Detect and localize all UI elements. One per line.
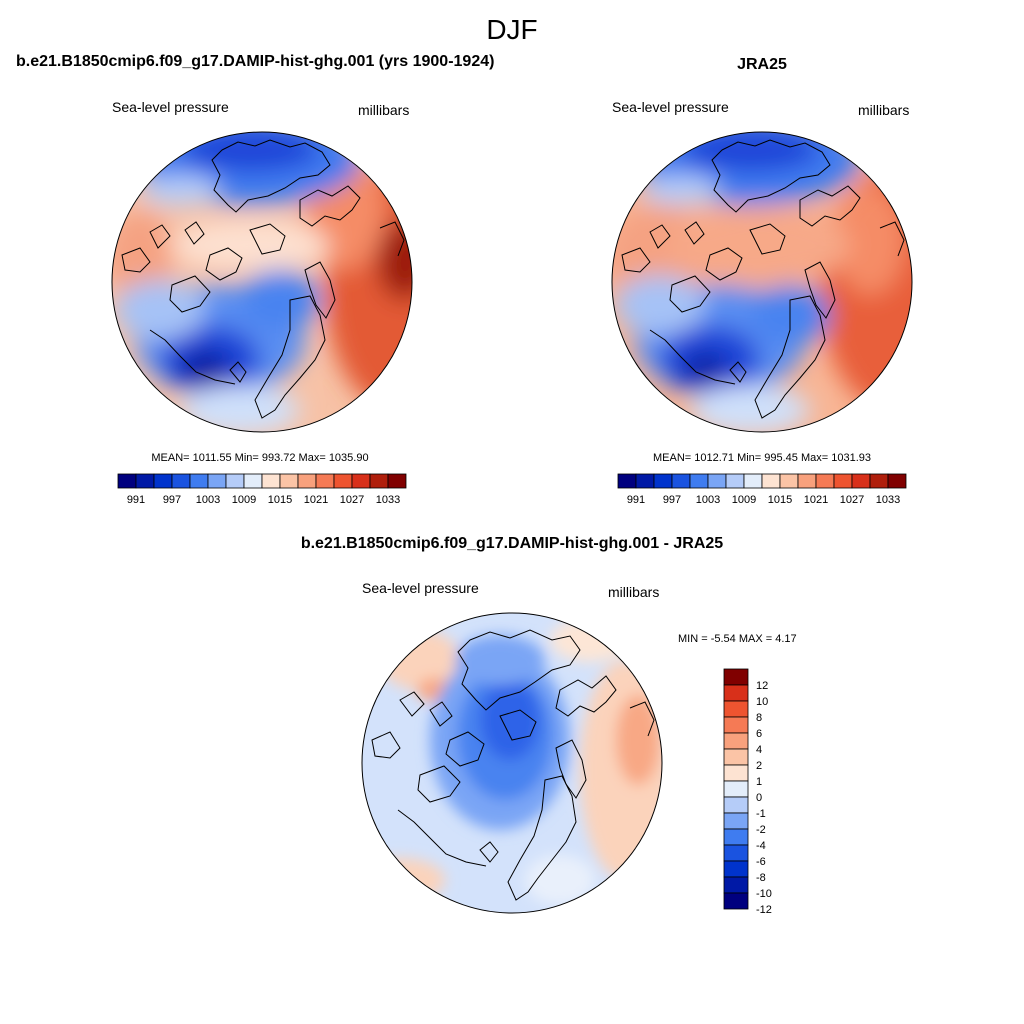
panel-1-units: millibars — [358, 102, 410, 118]
colorbar-swatch — [723, 716, 749, 734]
colorbar-tick-label: -10 — [756, 888, 772, 900]
colorbar-swatch — [723, 892, 749, 910]
colorbar-tick-label: 1027 — [840, 494, 864, 506]
figure-title: DJF — [486, 14, 538, 45]
colorbar-tick-label: 1003 — [696, 494, 720, 506]
colorbar-swatch — [815, 473, 835, 489]
colorbar-tick-label: 4 — [756, 744, 762, 756]
colorbar-tick-label: 8 — [756, 712, 762, 724]
colorbar-tick-label: 1027 — [340, 494, 364, 506]
colorbar-swatch — [723, 668, 749, 686]
colorbar-swatch — [797, 473, 817, 489]
colorbar-swatch — [369, 473, 389, 489]
panel-1-title: b.e21.B1850cmip6.f09_g17.DAMIP-hist-ghg.… — [16, 53, 495, 70]
colorbar-swatch — [723, 764, 749, 782]
colorbar-swatch — [333, 473, 353, 489]
colorbar-swatch — [723, 812, 749, 830]
colorbar-swatch — [723, 748, 749, 766]
colorbar-swatch — [723, 844, 749, 862]
colorbar-swatch — [171, 473, 191, 489]
colorbar-tick-label: -12 — [756, 904, 772, 916]
colorbar-tick-label: -2 — [756, 824, 766, 836]
colorbar-swatch — [387, 473, 407, 489]
panel-2-variable: Sea-level pressure — [612, 99, 729, 115]
panel-2-title: JRA25 — [737, 56, 787, 73]
colorbar-swatch — [887, 473, 907, 489]
colorbar-swatch — [869, 473, 889, 489]
colorbar-swatch — [723, 684, 749, 702]
colorbar-tick-label: 6 — [756, 728, 762, 740]
colorbar-swatch — [297, 473, 317, 489]
panel-1-colorbar: 991 997 1003 1009 1015 1021 1027 1033 — [117, 473, 407, 506]
panel-3-title: b.e21.B1850cmip6.f09_g17.DAMIP-hist-ghg.… — [300, 535, 724, 552]
panel-3-map — [361, 612, 663, 914]
colorbar-swatch — [243, 473, 263, 489]
colorbar-swatch — [635, 473, 655, 489]
colorbar-swatch — [723, 700, 749, 718]
colorbar-tick-label: 12 — [756, 680, 768, 692]
colorbar-swatch — [723, 860, 749, 878]
colorbar-tick-label: 1 — [756, 776, 762, 788]
colorbar-tick-label: 1015 — [268, 494, 292, 506]
panel-2-stats: MEAN= 1012.71 Min= 995.45 Max= 1031.93 — [652, 452, 871, 464]
colorbar-swatch — [833, 473, 853, 489]
colorbar-tick-label: -8 — [756, 872, 766, 884]
colorbar-swatch — [723, 796, 749, 814]
colorbar-swatch — [261, 473, 281, 489]
colorbar-tick-label: 1033 — [876, 494, 900, 506]
colorbar-swatch — [723, 732, 749, 750]
colorbar-swatch — [117, 473, 137, 489]
colorbar-swatch — [689, 473, 709, 489]
panel-2-colorbar: 991 997 1003 1009 1015 1021 1027 1033 — [617, 473, 907, 506]
panel-3-stats: MIN = -5.54 MAX = 4.17 — [678, 633, 797, 645]
colorbar-swatch — [761, 473, 781, 489]
colorbar-tick-label: 1003 — [196, 494, 220, 506]
colorbar-swatch — [207, 473, 227, 489]
colorbar-tick-label: 991 — [127, 494, 145, 506]
colorbar-swatch — [279, 473, 299, 489]
colorbar-tick-label: 1015 — [768, 494, 792, 506]
colorbar-swatch — [135, 473, 155, 489]
colorbar-swatch — [671, 473, 691, 489]
panel-3-units: millibars — [608, 584, 660, 600]
colorbar-swatch — [723, 876, 749, 894]
panel-1-stats: MEAN= 1011.55 Min= 993.72 Max= 1035.90 — [151, 452, 369, 464]
colorbar-tick-label: 991 — [627, 494, 645, 506]
panel-2-map — [611, 131, 913, 433]
panel-2-units: millibars — [858, 102, 910, 118]
colorbar-tick-label: 1033 — [376, 494, 400, 506]
colorbar-tick-label: 997 — [663, 494, 681, 506]
panel-1-variable: Sea-level pressure — [112, 99, 229, 115]
colorbar-swatch — [743, 473, 763, 489]
colorbar-swatch — [851, 473, 871, 489]
colorbar-tick-label: 1009 — [732, 494, 756, 506]
colorbar-swatch — [779, 473, 799, 489]
colorbar-tick-label: 2 — [756, 760, 762, 772]
colorbar-swatch — [617, 473, 637, 489]
panel-1-map — [111, 131, 413, 433]
colorbar-tick-label: 0 — [756, 792, 762, 804]
colorbar-tick-label: -4 — [756, 840, 766, 852]
colorbar-swatch — [653, 473, 673, 489]
panel-3-variable: Sea-level pressure — [362, 580, 479, 596]
colorbar-tick-label: 1021 — [804, 494, 828, 506]
colorbar-tick-label: -1 — [756, 808, 766, 820]
colorbar-tick-label: 10 — [756, 696, 768, 708]
colorbar-swatch — [315, 473, 335, 489]
colorbar-swatch — [707, 473, 727, 489]
colorbar-swatch — [723, 780, 749, 798]
colorbar-swatch — [723, 828, 749, 846]
colorbar-tick-label: 1021 — [304, 494, 328, 506]
colorbar-tick-label: 997 — [163, 494, 181, 506]
colorbar-swatch — [153, 473, 173, 489]
colorbar-swatch — [725, 473, 745, 489]
colorbar-tick-label: 1009 — [232, 494, 256, 506]
colorbar-tick-label: -6 — [756, 856, 766, 868]
colorbar-swatch — [225, 473, 245, 489]
colorbar-swatch — [351, 473, 371, 489]
colorbar-swatch — [189, 473, 209, 489]
